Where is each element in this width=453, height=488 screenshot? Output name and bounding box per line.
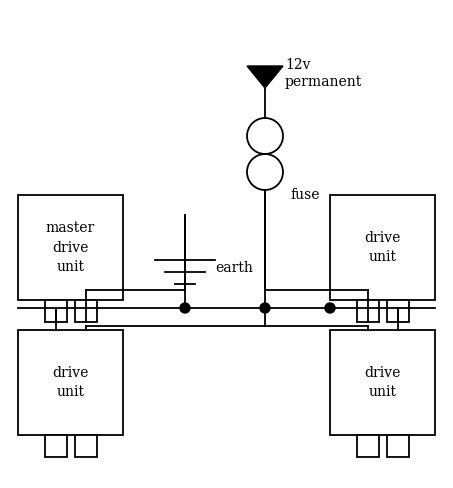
Bar <box>386 435 409 457</box>
Bar <box>386 300 409 322</box>
Circle shape <box>260 303 270 313</box>
Bar <box>44 435 67 457</box>
Text: 12v
permanent: 12v permanent <box>285 58 362 89</box>
Polygon shape <box>247 66 283 88</box>
Text: drive
unit: drive unit <box>52 366 89 399</box>
Bar <box>74 300 96 322</box>
Text: drive
unit: drive unit <box>364 366 401 399</box>
Bar <box>330 330 435 435</box>
Text: earth: earth <box>215 261 253 275</box>
Bar <box>357 435 379 457</box>
Text: master
drive
unit: master drive unit <box>46 221 95 274</box>
Bar <box>74 435 96 457</box>
Bar <box>18 195 123 300</box>
Circle shape <box>325 303 335 313</box>
Bar <box>330 195 435 300</box>
Circle shape <box>180 303 190 313</box>
Bar <box>44 300 67 322</box>
Text: drive
unit: drive unit <box>364 231 401 264</box>
Text: fuse: fuse <box>290 188 319 202</box>
Bar <box>18 330 123 435</box>
Bar <box>357 300 379 322</box>
